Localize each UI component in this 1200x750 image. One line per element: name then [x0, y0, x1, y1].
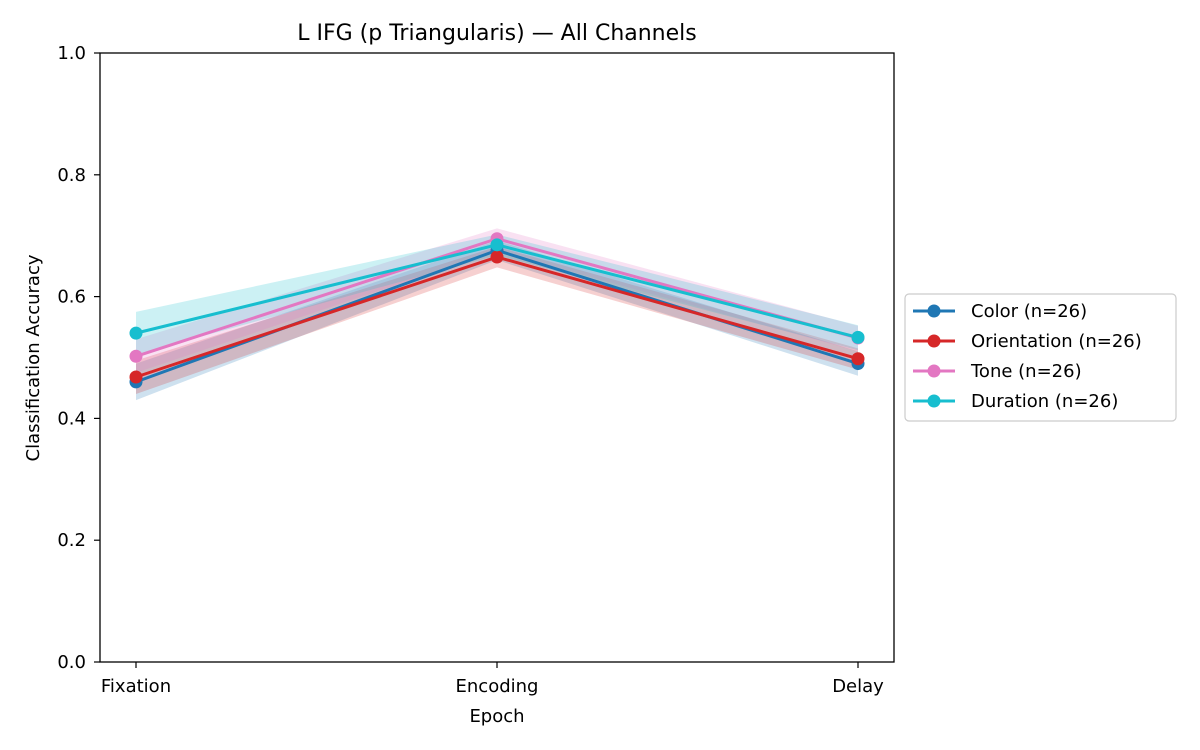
y-axis: 0.0 0.2 0.4 0.6 0.8 1.0: [57, 43, 100, 673]
data-point: [129, 326, 143, 340]
legend-label: Tone (n=26): [970, 361, 1082, 382]
y-tick-label: 0.8: [57, 165, 86, 186]
x-tick-label: Encoding: [456, 676, 539, 697]
y-tick-label: 0.2: [57, 530, 86, 551]
legend-marker: [927, 364, 941, 378]
y-tick-label: 0.4: [57, 408, 86, 429]
y-axis-title: Classification Accuracy: [23, 254, 44, 461]
confidence-band: [136, 240, 858, 401]
legend-label: Color (n=26): [971, 301, 1087, 322]
data-point: [851, 352, 865, 366]
confidence-band: [136, 234, 858, 355]
legend-marker: [927, 334, 941, 348]
legend-marker: [927, 304, 941, 318]
legend-frame: [904, 293, 1177, 422]
legend-label: Duration (n=26): [971, 391, 1118, 412]
y-tick-label: 0.0: [57, 652, 86, 673]
x-tick-label: Fixation: [101, 676, 171, 697]
data-point: [851, 330, 865, 344]
data-point: [490, 238, 504, 252]
y-tick-label: 0.6: [57, 287, 86, 308]
legend: Color (n=26) Orientation (n=26) Tone (n=26…: [904, 293, 1177, 422]
series-points: [129, 232, 865, 389]
y-tick-label: 1.0: [57, 43, 86, 64]
chart-title: L IFG (p Triangularis) — All Channels: [297, 21, 697, 46]
legend-marker: [927, 394, 941, 408]
confidence-band: [136, 246, 858, 395]
data-point: [490, 250, 504, 264]
data-point: [129, 349, 143, 363]
x-tick-label: Delay: [832, 676, 884, 697]
legend-label: Orientation (n=26): [971, 331, 1142, 352]
data-point: [129, 370, 143, 384]
x-axis-title: Epoch: [469, 706, 524, 727]
x-axis: Fixation Encoding Delay: [101, 662, 884, 697]
